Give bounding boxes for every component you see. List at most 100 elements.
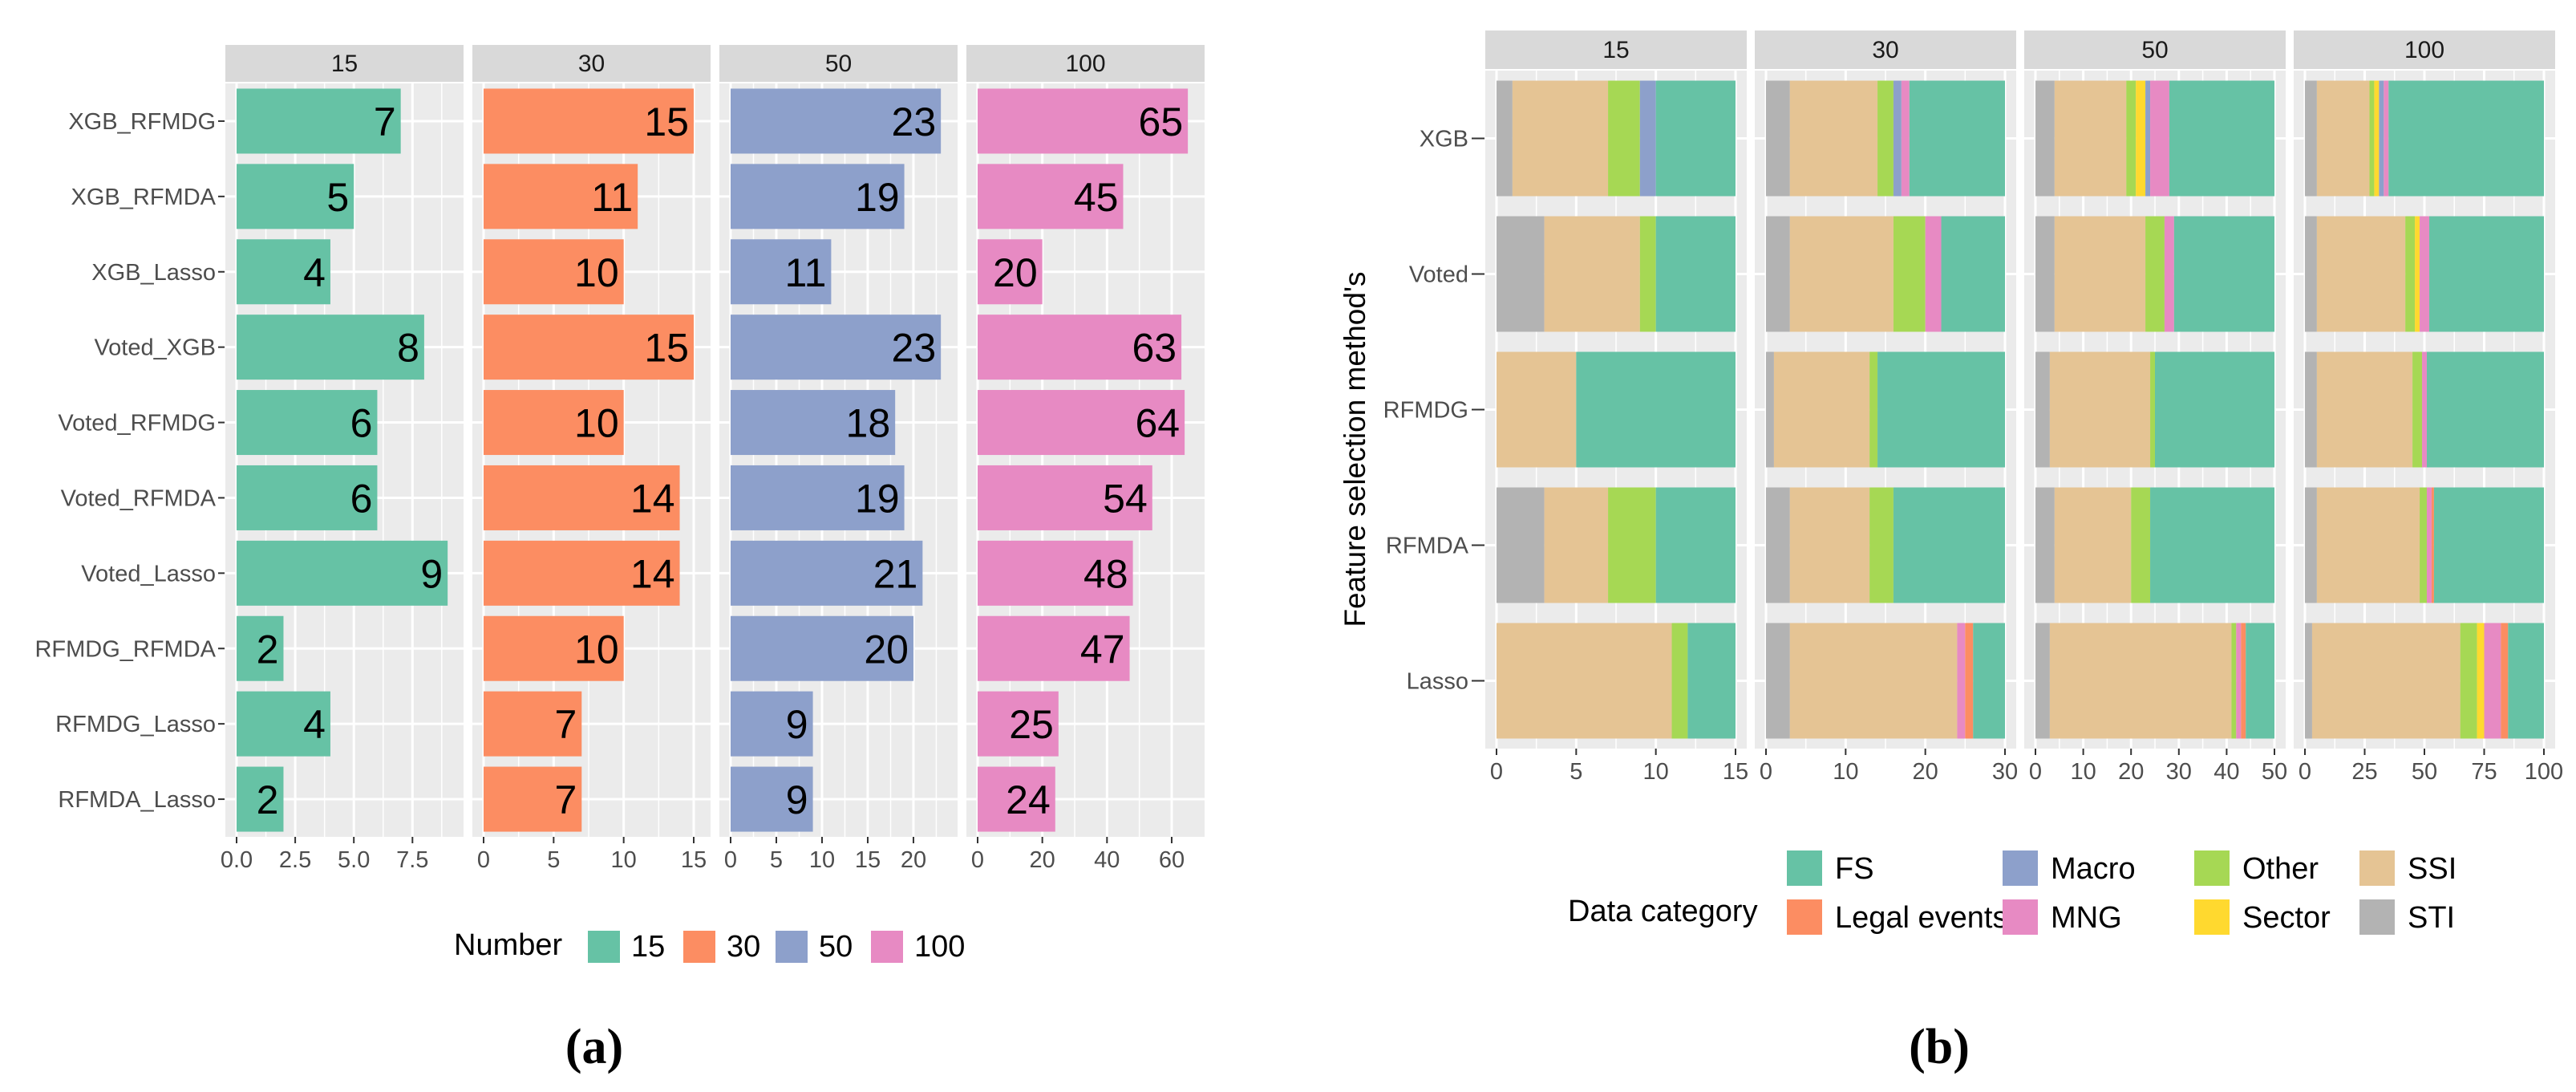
legend-label: Other xyxy=(2242,852,2319,886)
stacked-segment-sector xyxy=(2136,80,2146,197)
stacked-segment-fs xyxy=(2150,487,2274,603)
legend-key xyxy=(2359,899,2395,935)
stacked-segment-macro xyxy=(2379,80,2384,197)
stacked-segment-ssi xyxy=(1773,351,1870,468)
stacked-segment-other xyxy=(2405,216,2416,332)
stacked-segment-ssi xyxy=(2054,80,2127,197)
bar-value-label: 7 xyxy=(554,777,577,822)
bar xyxy=(978,315,1182,380)
stacked-segment-sti xyxy=(2035,623,2050,739)
bar-value-label: 18 xyxy=(846,401,891,446)
x-tick-label: 40 xyxy=(1094,847,1120,873)
bar xyxy=(731,691,813,757)
facet-strip-label: 15 xyxy=(1602,37,1629,63)
facet-strip-label: 100 xyxy=(2404,37,2444,63)
bar xyxy=(237,766,284,832)
x-tick-label: 0 xyxy=(971,847,984,873)
x-tick-label: 60 xyxy=(1159,847,1185,873)
stacked-segment-sti xyxy=(1766,216,1790,332)
stacked-segment-sti xyxy=(2035,80,2055,197)
legend-label: Legal events xyxy=(1835,901,2008,935)
x-tick-label: 10 xyxy=(809,847,835,873)
bar xyxy=(237,88,401,154)
legend-label: MNG xyxy=(2051,901,2122,935)
stacked-segment-other xyxy=(2145,216,2165,332)
facet-50: 50 0 10 20 30 40 50 xyxy=(2024,30,2287,785)
bar xyxy=(484,691,582,757)
legend-key xyxy=(2003,899,2038,935)
facet-strip xyxy=(2294,30,2555,69)
stacked-segment-legal-events xyxy=(2431,487,2434,603)
bar xyxy=(484,239,624,305)
bar xyxy=(484,390,624,456)
legend-key xyxy=(2194,899,2230,935)
facet-100: 100 65 45 20 63 64 54 48 47 25 24 0 20 40 60 xyxy=(966,45,1205,873)
bar xyxy=(978,691,1059,757)
bar-value-label: 21 xyxy=(873,551,918,596)
bar xyxy=(731,766,813,832)
bar-value-label: 7 xyxy=(554,702,577,747)
stacked-segment-mng xyxy=(2150,80,2169,197)
stacked-segment-ssi xyxy=(1512,80,1609,197)
bar-value-label: 11 xyxy=(591,175,633,220)
bar xyxy=(978,239,1043,305)
legend-key xyxy=(2359,850,2395,886)
stacked-segment-fs xyxy=(2508,623,2544,739)
stacked-segment-legal-events xyxy=(2241,623,2246,739)
bar-value-label: 15 xyxy=(644,326,689,371)
bar xyxy=(237,691,330,757)
bar xyxy=(978,390,1185,456)
facet-strip-label: 100 xyxy=(1065,51,1105,77)
stacked-segment-mng xyxy=(2422,351,2427,468)
legend-key xyxy=(1787,850,1822,886)
bar-value-label: 20 xyxy=(993,250,1038,295)
legend-key xyxy=(2003,850,2038,886)
y-tick-label: Voted_RFMDG xyxy=(58,411,216,436)
stacked-segment-mng xyxy=(2236,623,2242,739)
x-tick-label: 0 xyxy=(2029,759,2042,785)
stacked-segment-other xyxy=(1639,216,1656,332)
y-tick-label: XGB xyxy=(1420,127,1468,152)
stacked-segment-other xyxy=(1893,216,1926,332)
bar-value-label: 8 xyxy=(397,326,419,371)
bar-value-label: 10 xyxy=(574,250,619,295)
stacked-segment-ssi xyxy=(2311,623,2461,739)
y-axis-title-b: Feature selection method's xyxy=(1339,271,1371,627)
x-tick-label: 15 xyxy=(681,847,707,873)
x-tick-label: 10 xyxy=(611,847,637,873)
x-tick-label: 10 xyxy=(1833,759,1858,785)
x-tick-label: 15 xyxy=(855,847,881,873)
bar xyxy=(237,465,378,530)
stacked-segment-fs xyxy=(1909,80,2005,197)
stacked-segment-other xyxy=(1608,487,1656,603)
bar xyxy=(978,615,1130,681)
x-tick-label: 10 xyxy=(2070,759,2096,785)
x-tick-label: 40 xyxy=(2213,759,2239,785)
stacked-segment-other xyxy=(1869,487,1894,603)
stacked-segment-ssi xyxy=(2054,216,2146,332)
bar-value-label: 20 xyxy=(864,627,909,672)
facet-100: 100 0 25 50 75 100 xyxy=(2294,30,2563,785)
bar-value-label: 11 xyxy=(784,250,826,295)
facet-strip-label: 50 xyxy=(825,51,852,77)
x-tick-label: 15 xyxy=(1723,759,1748,785)
x-tick-label: 0 xyxy=(1760,759,1772,785)
bar-value-label: 10 xyxy=(574,401,619,446)
legend-key xyxy=(1787,899,1822,935)
stacked-segment-fs xyxy=(1973,623,2005,739)
stacked-segment-other xyxy=(2150,351,2155,468)
bar xyxy=(237,540,448,606)
legend-label: STI xyxy=(2408,901,2455,935)
x-tick-label: 5 xyxy=(547,847,560,873)
y-tick-label: Voted xyxy=(1409,262,1468,288)
x-tick-label: 0 xyxy=(724,847,737,873)
stacked-segment-fs xyxy=(1576,351,1736,468)
stacked-segment-mng xyxy=(2384,80,2389,197)
bar xyxy=(731,164,905,229)
facet-strip-label: 50 xyxy=(2141,37,2168,63)
bar-value-label: 9 xyxy=(420,551,443,596)
bar xyxy=(978,88,1189,154)
stacked-segment-fs xyxy=(2433,487,2544,603)
bar xyxy=(978,164,1124,229)
